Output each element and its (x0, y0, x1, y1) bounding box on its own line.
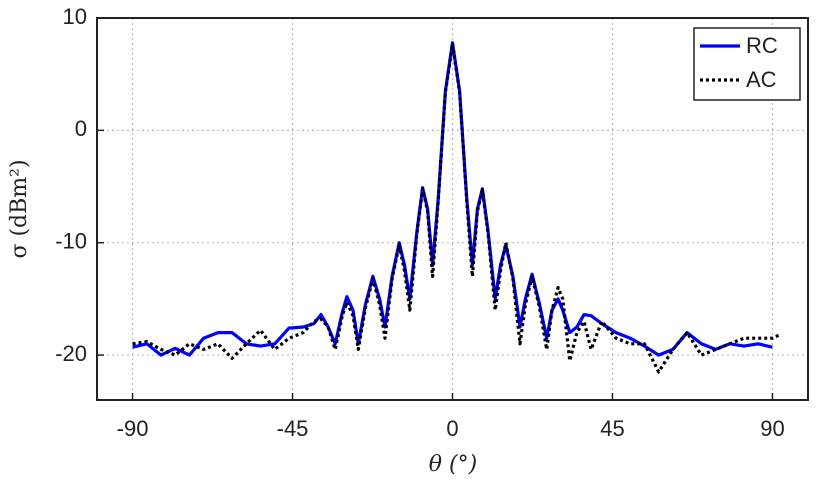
plot-frame (96, 17, 809, 401)
series-line (132, 41, 773, 357)
x-tick-label: -90 (117, 416, 149, 441)
y-tick-label: 10 (63, 4, 87, 29)
y-tick-label: -10 (55, 229, 87, 254)
x-tick-label: 0 (446, 416, 458, 441)
legend-label: AC (746, 67, 777, 92)
legend-label: RC (746, 33, 778, 58)
x-tick-label: -45 (277, 416, 309, 441)
y-axis-label: σ (dBm²) (7, 159, 32, 258)
x-axis-label: θ (°) (429, 452, 477, 477)
x-tick-label: 45 (600, 416, 624, 441)
y-tick-label: 0 (75, 116, 87, 141)
legend-box (693, 27, 801, 101)
x-tick-label: 90 (760, 416, 784, 441)
y-tick-label: -20 (55, 341, 87, 366)
series-line (132, 42, 781, 374)
